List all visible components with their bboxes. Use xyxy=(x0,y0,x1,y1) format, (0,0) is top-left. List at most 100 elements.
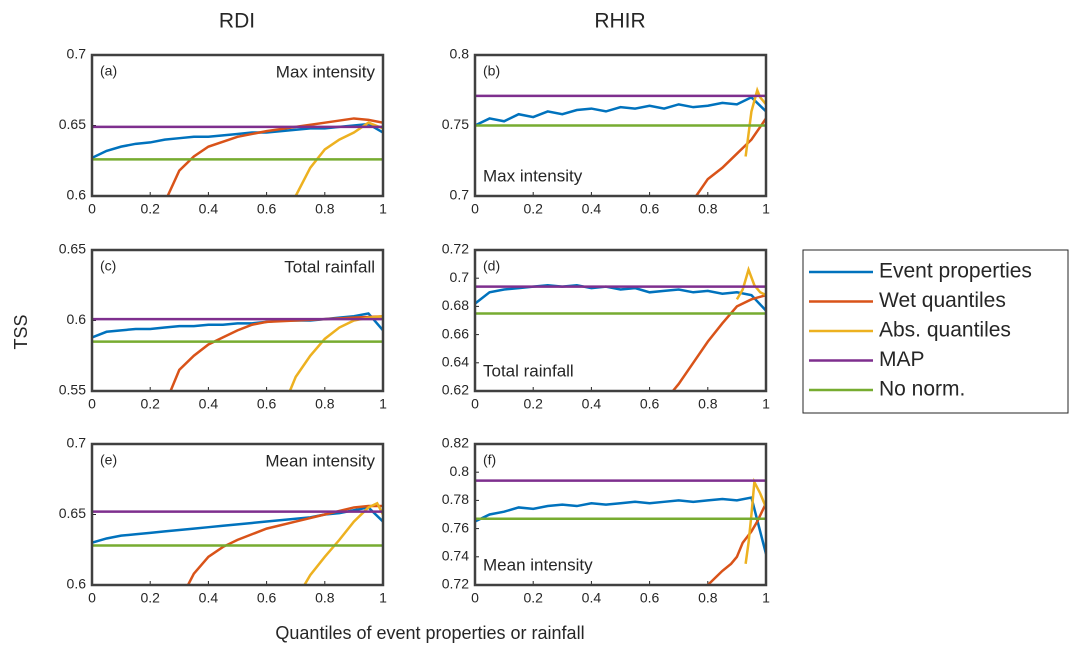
x-tick-label: 0.8 xyxy=(698,201,718,217)
x-tick-label: 0.4 xyxy=(199,590,219,606)
series-line xyxy=(92,312,383,339)
x-tick-label: 1 xyxy=(379,396,387,412)
x-tick-label: 0 xyxy=(88,396,96,412)
series-line xyxy=(744,477,766,565)
series-line xyxy=(735,265,766,300)
series-line xyxy=(671,293,766,391)
y-tick-label: 0.6 xyxy=(67,576,87,592)
series-line xyxy=(186,504,383,585)
legend-label: Abs. quantiles xyxy=(879,319,1011,342)
plot-area xyxy=(92,117,383,196)
x-tick-label: 0.6 xyxy=(257,396,277,412)
series-line xyxy=(303,501,383,585)
axes-box xyxy=(473,53,768,198)
column-title: RDI xyxy=(219,10,255,33)
x-tick-label: 0.6 xyxy=(640,201,660,217)
x-tick-label: 0 xyxy=(471,590,479,606)
legend-label: Event properties xyxy=(879,260,1032,283)
x-tick-label: 0.8 xyxy=(315,201,335,217)
x-tick-label: 0.2 xyxy=(140,201,160,217)
x-tick-label: 0.2 xyxy=(140,396,160,412)
series-line xyxy=(169,315,383,391)
x-tick-label: 1 xyxy=(762,201,770,217)
y-tick-label: 0.74 xyxy=(442,548,469,564)
y-tick-label: 0.8 xyxy=(450,463,470,479)
series-line xyxy=(92,506,383,544)
x-tick-label: 1 xyxy=(762,590,770,606)
series-line xyxy=(288,315,383,391)
panel-annotation: Mean intensity xyxy=(483,555,593,574)
panel-label: (f) xyxy=(483,452,496,468)
x-tick-label: 1 xyxy=(379,590,387,606)
y-tick-label: 0.65 xyxy=(59,241,86,257)
series-line xyxy=(475,496,766,555)
y-tick-label: 0.64 xyxy=(442,354,469,370)
plot-area xyxy=(92,501,383,585)
x-tick-label: 0.4 xyxy=(199,201,219,217)
x-tick-label: 0 xyxy=(88,590,96,606)
y-tick-label: 0.76 xyxy=(442,519,469,535)
x-tick-label: 0 xyxy=(88,201,96,217)
x-tick-label: 0.8 xyxy=(315,590,335,606)
x-tick-label: 0.8 xyxy=(698,590,718,606)
y-tick-label: 0.72 xyxy=(442,241,469,257)
panel-annotation: Total rainfall xyxy=(483,361,574,380)
y-tick-label: 0.6 xyxy=(67,311,87,327)
plot-area xyxy=(475,265,766,391)
plot-area xyxy=(92,312,383,391)
y-tick-label: 0.75 xyxy=(442,116,469,132)
y-tick-label: 0.7 xyxy=(450,269,470,285)
x-tick-label: 0 xyxy=(471,201,479,217)
x-tick-label: 0.8 xyxy=(315,396,335,412)
plot-area xyxy=(475,86,766,196)
x-tick-label: 1 xyxy=(762,396,770,412)
y-tick-label: 0.65 xyxy=(59,505,86,521)
series-line xyxy=(294,121,383,196)
x-tick-label: 0.2 xyxy=(523,201,543,217)
x-tick-label: 0.6 xyxy=(257,590,277,606)
y-tick-label: 0.62 xyxy=(442,382,469,398)
y-tick-label: 0.66 xyxy=(442,325,469,341)
panel-annotation: Mean intensity xyxy=(265,451,375,470)
axes-box xyxy=(90,248,385,393)
y-tick-label: 0.8 xyxy=(450,46,470,62)
x-tick-label: 0 xyxy=(471,396,479,412)
panel-label: (c) xyxy=(100,258,116,274)
x-tick-label: 0.6 xyxy=(640,590,660,606)
x-tick-label: 0.8 xyxy=(698,396,718,412)
y-tick-label: 0.82 xyxy=(442,435,469,451)
x-tick-label: 0.4 xyxy=(582,201,602,217)
legend-label: No norm. xyxy=(879,378,965,401)
x-axis-label: Quantiles of event properties or rainfal… xyxy=(275,623,584,643)
y-tick-label: 0.72 xyxy=(442,576,469,592)
series-line xyxy=(475,283,766,312)
axes-box xyxy=(90,53,385,198)
y-tick-label: 0.55 xyxy=(59,382,86,398)
x-tick-label: 1 xyxy=(379,201,387,217)
x-tick-label: 0.6 xyxy=(257,201,277,217)
y-tick-label: 0.7 xyxy=(450,187,470,203)
x-tick-label: 0.2 xyxy=(523,590,543,606)
axes-box xyxy=(473,442,768,587)
y-tick-label: 0.7 xyxy=(67,46,87,62)
y-tick-label: 0.78 xyxy=(442,491,469,507)
series-line xyxy=(166,117,383,196)
panel-label: (b) xyxy=(483,63,500,79)
series-line xyxy=(706,502,766,585)
x-tick-label: 0.6 xyxy=(640,396,660,412)
series-line xyxy=(475,95,766,127)
y-axis-label: TSS xyxy=(11,314,31,349)
x-tick-label: 0.2 xyxy=(140,590,160,606)
panel-label: (d) xyxy=(483,258,500,274)
column-title: RHIR xyxy=(594,10,645,33)
y-tick-label: 0.7 xyxy=(67,435,87,451)
x-tick-label: 0.2 xyxy=(523,396,543,412)
x-tick-label: 0.4 xyxy=(582,590,602,606)
axes-box xyxy=(90,442,385,587)
plot-area xyxy=(475,477,766,585)
legend-label: Wet quantiles xyxy=(879,289,1006,312)
panel-label: (a) xyxy=(100,63,117,79)
panel-annotation: Max intensity xyxy=(483,166,583,185)
y-tick-label: 0.65 xyxy=(59,116,86,132)
